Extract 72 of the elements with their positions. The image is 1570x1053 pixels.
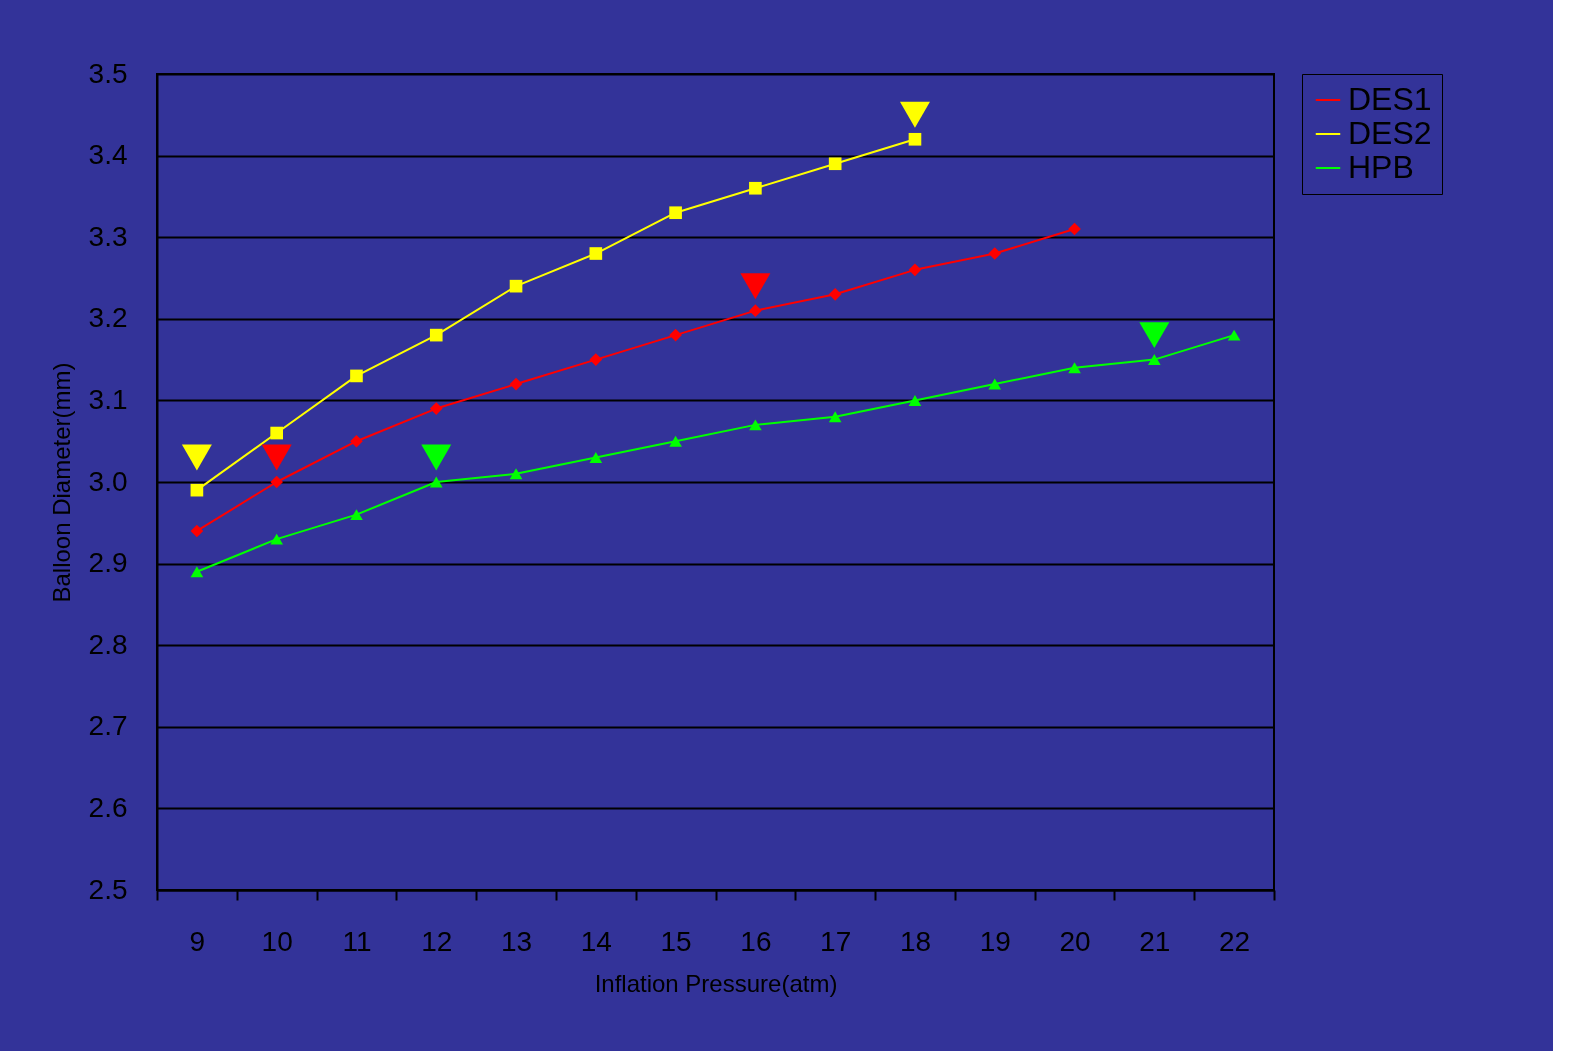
point: [429, 328, 443, 342]
point: [190, 524, 204, 538]
y-tick-label: 2.7: [88, 710, 128, 742]
x-tick-label: 13: [500, 925, 533, 957]
point: [669, 206, 682, 220]
point: [1148, 354, 1161, 366]
x-tick-label: 16: [740, 925, 772, 957]
legend-label: DES2: [1348, 115, 1432, 151]
point: [509, 377, 523, 391]
point: [669, 435, 682, 447]
x-tick-label: 15: [660, 925, 692, 957]
point: [429, 402, 443, 415]
legend-label: HPB: [1348, 149, 1414, 185]
point: [190, 566, 204, 578]
point: [749, 419, 762, 431]
x-tick-label: 12: [421, 925, 453, 957]
point: [1227, 329, 1241, 341]
point: [350, 369, 363, 383]
x-tick-label: 10: [261, 925, 293, 957]
x-tick-label: 20: [1059, 925, 1091, 957]
x-tick-label: 17: [820, 925, 852, 957]
x-axis-title: Inflation Pressure(atm): [594, 969, 838, 997]
point: [589, 353, 603, 366]
point: [1139, 322, 1170, 349]
x-tick-label: 22: [1219, 925, 1251, 957]
y-tick-label: 2.5: [88, 873, 128, 905]
y-axis-title: Balloon Diameter(mm): [47, 362, 75, 603]
y-tick-label: 2.8: [88, 628, 128, 660]
point: [589, 247, 603, 260]
x-tick-label: 21: [1139, 925, 1171, 957]
point: [181, 444, 212, 471]
point: [828, 411, 842, 423]
x-tick-label: 14: [580, 925, 612, 957]
point: [828, 157, 842, 171]
point: [1068, 222, 1081, 236]
point: [429, 476, 443, 488]
point: [270, 533, 283, 545]
point: [509, 468, 523, 480]
point: [828, 288, 842, 301]
y-tick-label: 3.3: [88, 220, 128, 252]
point: [1068, 362, 1081, 374]
y-tick-label: 3.0: [88, 465, 128, 497]
x-tick-label: 9: [189, 925, 206, 957]
point: [749, 181, 762, 195]
legend-label: DES1: [1348, 81, 1432, 117]
point: [509, 279, 523, 293]
point: [908, 394, 922, 406]
x-tick-label: 19: [979, 925, 1011, 957]
y-tick-label: 3.1: [88, 383, 128, 415]
point: [350, 434, 363, 448]
x-tick-label: 11: [342, 925, 372, 957]
point: [669, 328, 682, 342]
point: [988, 378, 1002, 390]
point: [261, 444, 292, 471]
y-tick-label: 2.9: [88, 547, 128, 579]
y-tick-label: 2.6: [88, 791, 128, 823]
x-tick-label: 18: [899, 925, 932, 957]
point: [740, 273, 771, 300]
point: [988, 247, 1002, 260]
point: [589, 452, 603, 463]
y-tick-label: 3.4: [88, 139, 128, 171]
point: [270, 426, 283, 440]
y-tick-label: 3.2: [88, 302, 128, 334]
point: [421, 444, 452, 471]
point: [908, 132, 922, 146]
point: [190, 483, 204, 497]
point: [899, 101, 930, 128]
point: [749, 304, 762, 317]
point: [908, 263, 922, 277]
y-tick-label: 3.5: [88, 57, 128, 89]
point: [270, 475, 283, 489]
point: [350, 509, 363, 521]
